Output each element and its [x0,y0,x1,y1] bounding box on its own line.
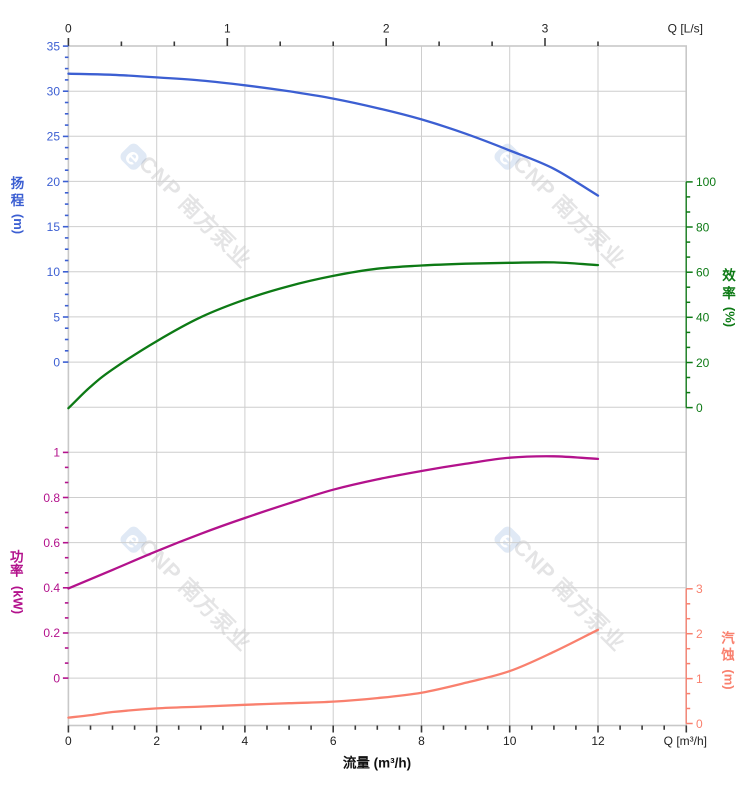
svg-text:25: 25 [47,130,61,144]
svg-text:2: 2 [153,734,160,748]
svg-text:Q [L/s]: Q [L/s] [668,22,703,36]
svg-text:0: 0 [53,355,60,369]
svg-text:(kW): (kW) [10,586,25,614]
svg-text:60: 60 [696,266,710,280]
svg-text:流量 (m³/h): 流量 (m³/h) [343,755,411,771]
svg-text:10: 10 [503,734,517,748]
svg-text:4: 4 [242,734,249,748]
svg-text:率: 率 [10,562,24,578]
svg-text:20: 20 [47,175,61,189]
svg-text:100: 100 [696,175,716,189]
svg-text:80: 80 [696,220,710,234]
svg-text:3: 3 [542,22,549,36]
svg-text:0: 0 [65,734,72,748]
svg-text:6: 6 [330,734,337,748]
svg-text:10: 10 [47,265,61,279]
svg-text:30: 30 [47,85,61,99]
svg-text:8: 8 [418,734,425,748]
svg-text:扬: 扬 [11,175,25,191]
svg-text:Q [m³/h]: Q [m³/h] [664,734,707,748]
svg-text:1: 1 [224,22,231,36]
svg-text:1: 1 [696,672,703,686]
svg-text:15: 15 [47,220,61,234]
svg-text:1: 1 [53,446,60,460]
svg-text:0.2: 0.2 [43,626,60,640]
svg-text:0: 0 [696,717,703,731]
svg-text:0.6: 0.6 [43,536,60,550]
svg-text:程: 程 [11,193,25,208]
svg-text:3: 3 [696,582,703,596]
svg-text:2: 2 [696,627,703,641]
svg-text:20: 20 [696,356,710,370]
svg-text:5: 5 [53,310,60,324]
svg-text:12: 12 [591,734,605,748]
svg-text:(m): (m) [11,214,26,234]
svg-text:(%): (%) [723,307,738,327]
svg-text:效: 效 [722,267,736,283]
svg-text:汽: 汽 [721,630,735,646]
svg-text:0.4: 0.4 [43,581,60,595]
svg-text:35: 35 [47,39,61,53]
svg-text:蚀: 蚀 [720,646,735,662]
svg-text:0.8: 0.8 [43,491,60,505]
svg-text:0: 0 [696,401,703,415]
svg-text:2: 2 [383,22,390,36]
svg-text:(m): (m) [722,669,737,689]
svg-text:功: 功 [10,549,24,564]
svg-text:率: 率 [722,285,736,301]
svg-text:40: 40 [696,311,710,325]
svg-text:0: 0 [65,22,72,36]
svg-text:0: 0 [53,671,60,685]
